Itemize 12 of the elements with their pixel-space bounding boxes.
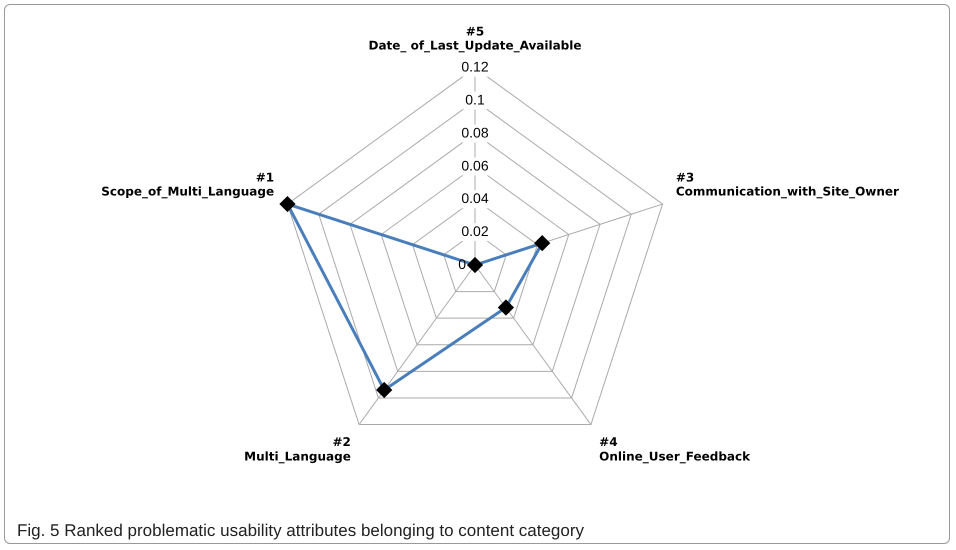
spoke-label: #2 Multi_Language: [244, 435, 351, 464]
y-tick-label: 0.06: [461, 157, 489, 174]
y-tick-label: 0.08: [461, 124, 489, 140]
y-tick-label: 0.02: [461, 222, 489, 239]
y-tick-label: 0.1: [465, 92, 485, 108]
caption: Fig. 5 Ranked problematic usability attributes belonging to content category: [17, 521, 584, 541]
spoke-label: #4 Online_User_Feedback: [599, 435, 752, 464]
spoke-label: #5 Date_ of_Last_Update_Available: [368, 24, 582, 53]
y-tick-label: 0.04: [461, 190, 489, 206]
spoke-label: #3 Communication_with_Site_Owner: [676, 170, 900, 199]
spoke-label: #1 Scope_of_Multi_Language: [101, 170, 274, 199]
y-tick-label: 0.12: [461, 58, 489, 75]
